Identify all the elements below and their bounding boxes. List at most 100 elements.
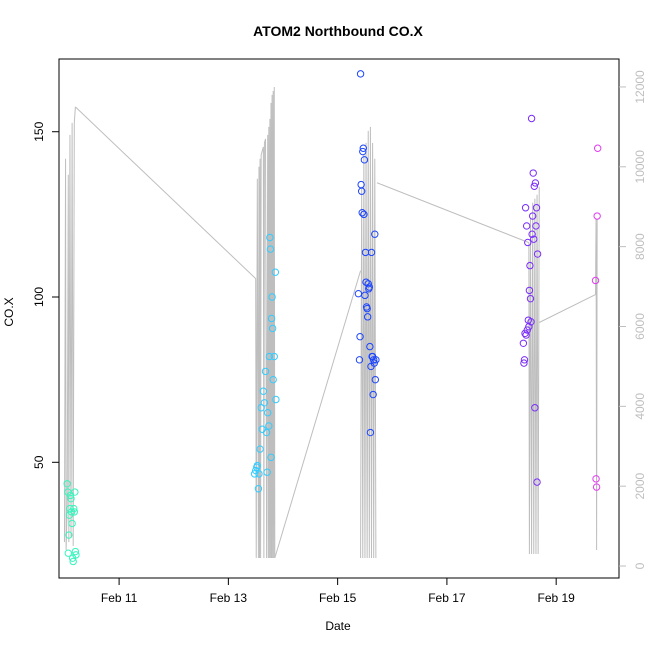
data-point [262, 428, 271, 437]
data-point [272, 395, 280, 404]
data-point [259, 387, 268, 395]
data-point [591, 276, 600, 285]
data-point [69, 557, 77, 566]
data-point [268, 324, 277, 333]
data-point [529, 169, 537, 177]
data-point [367, 248, 376, 257]
data-point [261, 367, 270, 376]
secondary-line-segment [539, 294, 596, 323]
data-point [67, 494, 75, 503]
data-point [363, 313, 372, 321]
data-point [63, 480, 71, 488]
y2-tick-label: 10000 [633, 150, 647, 184]
data-point [268, 293, 276, 301]
data-point [524, 238, 532, 247]
data-point [530, 182, 539, 190]
data-point [369, 356, 378, 364]
data-point [70, 508, 79, 516]
data-point [366, 428, 375, 437]
x-axis-label: Date [325, 619, 351, 633]
data-point [525, 323, 533, 331]
data-point [371, 230, 379, 238]
data-point [250, 470, 259, 478]
data-point [525, 286, 534, 295]
data-point [356, 70, 365, 78]
data-point [256, 445, 264, 453]
data-point [64, 549, 72, 557]
y-tick-label: 150 [32, 121, 46, 141]
data-point [593, 212, 601, 220]
data-point [528, 230, 536, 238]
data-point [528, 212, 537, 220]
data-point [267, 314, 276, 323]
data-point [267, 453, 275, 462]
data-point [65, 531, 73, 539]
data-point [362, 278, 370, 286]
data-point [371, 375, 380, 384]
data-point [522, 331, 530, 339]
points-layer [63, 70, 602, 566]
data-point [360, 156, 369, 164]
data-point [356, 332, 364, 341]
data-point [592, 475, 600, 483]
data-point [527, 114, 536, 123]
x-tick-label: Feb 11 [101, 591, 138, 605]
secondary-line-segment [360, 126, 377, 559]
axis-layer: Feb 11 Feb 13 Feb 15 Feb 17 Feb 19 50 100 150 0 2… [32, 70, 647, 605]
data-point [266, 245, 275, 253]
data-point [363, 304, 371, 313]
x-tick-label: Feb 13 [210, 591, 248, 605]
data-point [527, 318, 535, 326]
x-tick-label: Feb 15 [319, 591, 357, 605]
data-point [260, 399, 269, 407]
y2-tick-label: 12000 [633, 70, 647, 104]
y2-tick-label: 6000 [633, 313, 647, 340]
data-point [369, 390, 377, 399]
data-point [531, 404, 539, 412]
data-point [254, 485, 263, 493]
y-tick-label: 50 [32, 455, 46, 469]
data-point [264, 409, 272, 417]
secondary-line-segment [75, 106, 257, 279]
data-point [355, 356, 364, 364]
data-point [364, 280, 372, 288]
data-point [532, 222, 540, 230]
data-point [593, 144, 602, 152]
data-point [526, 294, 535, 303]
y2-tick-label: 0 [633, 562, 647, 569]
y-axis-label: CO.X [2, 297, 16, 326]
data-point [366, 342, 374, 351]
data-point [265, 352, 274, 361]
secondary-line-segment [274, 270, 362, 559]
data-point [71, 488, 79, 496]
data-point [530, 235, 538, 243]
data-point [360, 210, 368, 219]
data-point [263, 468, 271, 476]
data-point [354, 290, 363, 298]
data-point [522, 222, 531, 230]
y2-tick-label: 2000 [633, 473, 647, 500]
secondary-line-segment [376, 182, 530, 244]
data-point [72, 551, 80, 559]
x-tick-label: Feb 17 [428, 591, 466, 605]
data-point [269, 375, 277, 384]
chart-title: ATOM2 Northbound CO.X [253, 23, 423, 39]
secondary-line-segment [255, 86, 276, 559]
data-point [372, 356, 380, 364]
x-tick-label: Feb 19 [537, 591, 575, 605]
data-point [253, 461, 262, 470]
plot-frame [58, 58, 620, 579]
data-point [71, 547, 80, 556]
data-point [533, 250, 542, 258]
data-point [361, 291, 369, 300]
data-point [365, 283, 374, 291]
y-tick-label: 100 [32, 287, 46, 307]
data-point [520, 356, 529, 364]
data-point [270, 352, 278, 361]
data-point [266, 233, 274, 242]
data-point [70, 504, 78, 513]
data-point [357, 187, 366, 195]
data-point [359, 144, 368, 152]
data-point [257, 404, 265, 412]
